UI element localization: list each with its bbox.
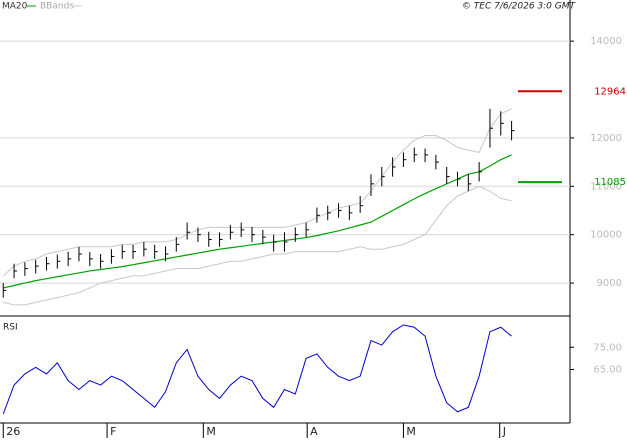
axis-area [570,0,627,440]
rsi-y-tick-label: 65.00 [593,365,622,376]
y-tick-label: 9000 [597,278,622,289]
rsi-line [2,324,512,415]
bband [3,185,512,306]
y-tick-label: 14000 [590,36,622,47]
rsi-title: RSI [3,323,18,333]
level-label: 12964 [594,86,626,97]
bband [2,108,512,277]
rsi-y-tick-label: 75.00 [593,342,622,353]
y-tick-label: 12000 [590,133,622,144]
ma-line [3,154,512,289]
legend-label: BBands [40,2,74,12]
source: © TEC 7/6/2026 3:0 GMT [462,2,577,12]
x-tick-label: J [502,425,506,438]
x-tick-label: 26 [6,425,20,438]
y-tick-label: 11000 [590,181,622,192]
y-tick-label: 10000 [590,230,622,241]
x-tick-label: F [110,425,116,438]
legend-label: MA20 [2,2,28,12]
level-label: 11085 [594,177,626,188]
x-tick-label: A [310,425,318,438]
x-tick-label: M [206,425,216,438]
x-tick-label: M [406,425,416,438]
